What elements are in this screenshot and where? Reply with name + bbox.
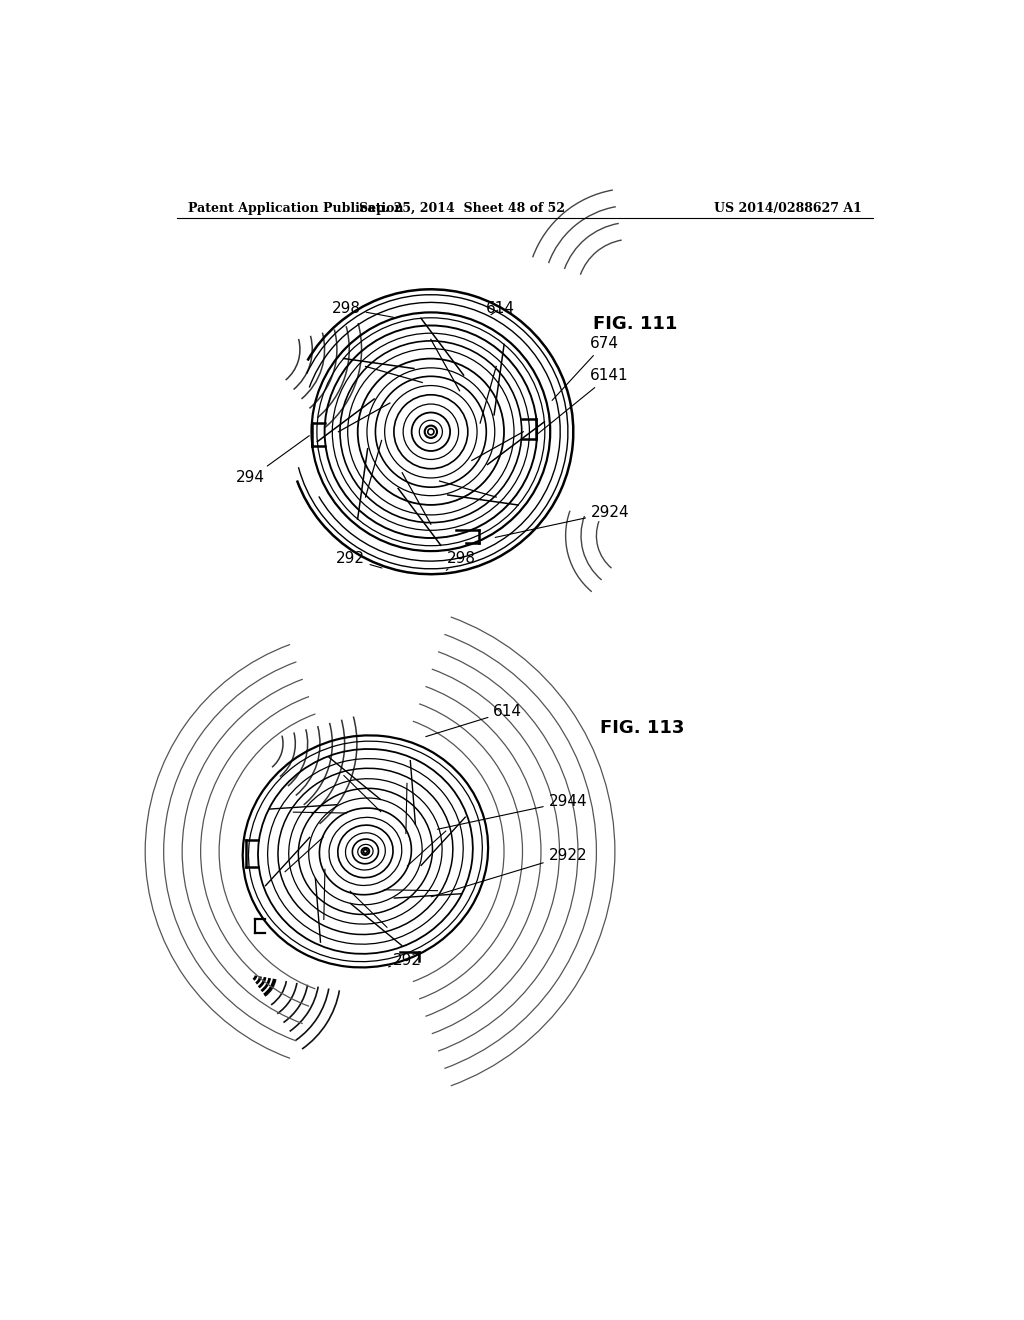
Text: FIG. 113: FIG. 113 bbox=[600, 719, 685, 737]
Text: 298: 298 bbox=[446, 552, 476, 570]
Text: 292: 292 bbox=[388, 953, 422, 969]
Text: 294: 294 bbox=[237, 436, 309, 486]
Text: 298: 298 bbox=[332, 301, 393, 317]
Text: 2944: 2944 bbox=[437, 793, 588, 829]
Text: Patent Application Publication: Patent Application Publication bbox=[188, 202, 403, 215]
Text: 2922: 2922 bbox=[431, 847, 588, 896]
Text: 674: 674 bbox=[552, 335, 620, 400]
Text: FIG. 111: FIG. 111 bbox=[593, 315, 677, 333]
Text: 6141: 6141 bbox=[538, 368, 629, 434]
Text: 2924: 2924 bbox=[496, 506, 630, 537]
Text: 614: 614 bbox=[426, 704, 522, 737]
Text: 614: 614 bbox=[485, 301, 515, 315]
Text: Sep. 25, 2014  Sheet 48 of 52: Sep. 25, 2014 Sheet 48 of 52 bbox=[358, 202, 564, 215]
Text: US 2014/0288627 A1: US 2014/0288627 A1 bbox=[714, 202, 862, 215]
Text: 292: 292 bbox=[336, 552, 382, 568]
